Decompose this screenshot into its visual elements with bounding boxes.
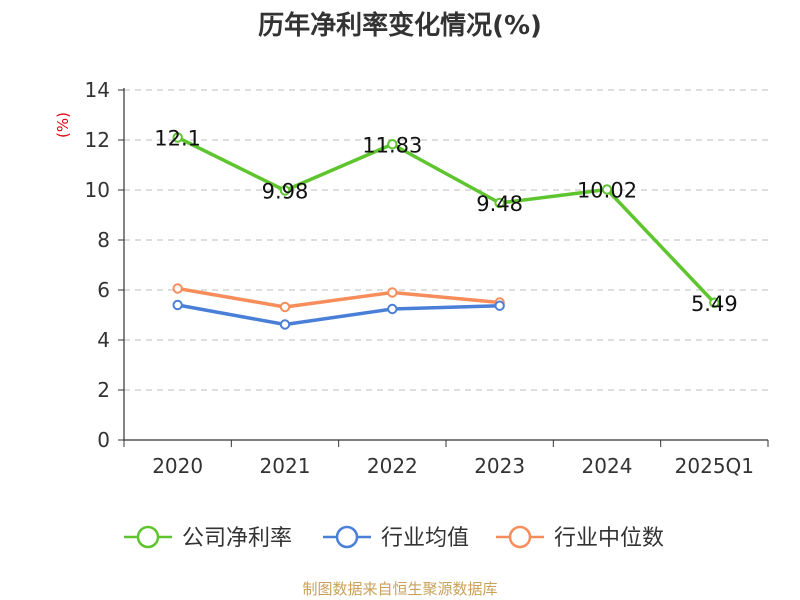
series-line (175, 303, 502, 327)
data-point (601, 184, 613, 195)
axes: 0 2 4 6 8 10 12 14 2020 2021 2022 2023 2024 2025Q1 (85, 78, 769, 478)
x-tick-label: 2025Q1 (675, 454, 754, 478)
data-point (172, 132, 183, 143)
data-label: 9.98 (262, 180, 309, 204)
data-label: 5.49 (691, 292, 738, 316)
data-point (387, 287, 398, 298)
x-tick-label: 2024 (582, 454, 633, 478)
x-tick-label: 2023 (474, 454, 525, 478)
data-label: 12.1 (154, 127, 201, 151)
data-labels: 12.1 9.98 11.83 9.48 10.02 5.49 (154, 127, 737, 316)
legend-item[interactable]: 行业均值 (323, 525, 469, 551)
legend-label: 行业中位数 (554, 526, 664, 551)
x-tick-label: 2020 (152, 454, 203, 478)
y-tick-label: 2 (97, 378, 110, 402)
y-tick-label: 8 (97, 228, 110, 252)
y-tick-label: 4 (97, 328, 110, 352)
data-point (494, 197, 505, 209)
series-line (175, 135, 717, 305)
data-point (494, 300, 505, 311)
data-point (172, 299, 183, 311)
y-tick-label: 0 (97, 428, 110, 452)
y-tick-label: 6 (97, 278, 110, 302)
x-tick-label: 2022 (367, 454, 418, 478)
legend-marker (508, 525, 532, 549)
legend-label: 公司净利率 (182, 526, 292, 551)
data-point (387, 303, 398, 315)
y-axis-unit-label: (%) (54, 112, 72, 138)
data-point (279, 301, 291, 313)
data-point (279, 319, 291, 330)
data-point (709, 297, 720, 308)
y-tick-label: 12 (85, 128, 110, 152)
y-tick-label: 10 (85, 178, 110, 202)
legend-label: 行业均值 (381, 526, 469, 551)
data-label: 10.02 (577, 179, 637, 203)
series-lines (172, 132, 720, 330)
y-tick-label: 14 (85, 78, 110, 102)
data-label: 11.83 (362, 133, 422, 157)
grid-lines (124, 89, 768, 391)
data-point (172, 283, 183, 294)
legend-item[interactable]: 行业中位数 (496, 525, 664, 551)
chart-title: 历年净利率变化情况(%) (258, 10, 542, 41)
legend-item[interactable]: 公司净利率 (124, 525, 292, 551)
x-tick-label: 2021 (260, 454, 311, 478)
data-point (387, 139, 398, 150)
legend-marker (335, 525, 359, 549)
series-line (175, 286, 502, 309)
data-point (279, 185, 291, 196)
legend-marker (136, 525, 160, 549)
legend[interactable]: 公司净利率 行业均值 行业中位数 (124, 525, 664, 551)
data-label: 9.48 (476, 192, 523, 216)
data-source-note: 制图数据来自恒生聚源数据库 (302, 580, 497, 598)
